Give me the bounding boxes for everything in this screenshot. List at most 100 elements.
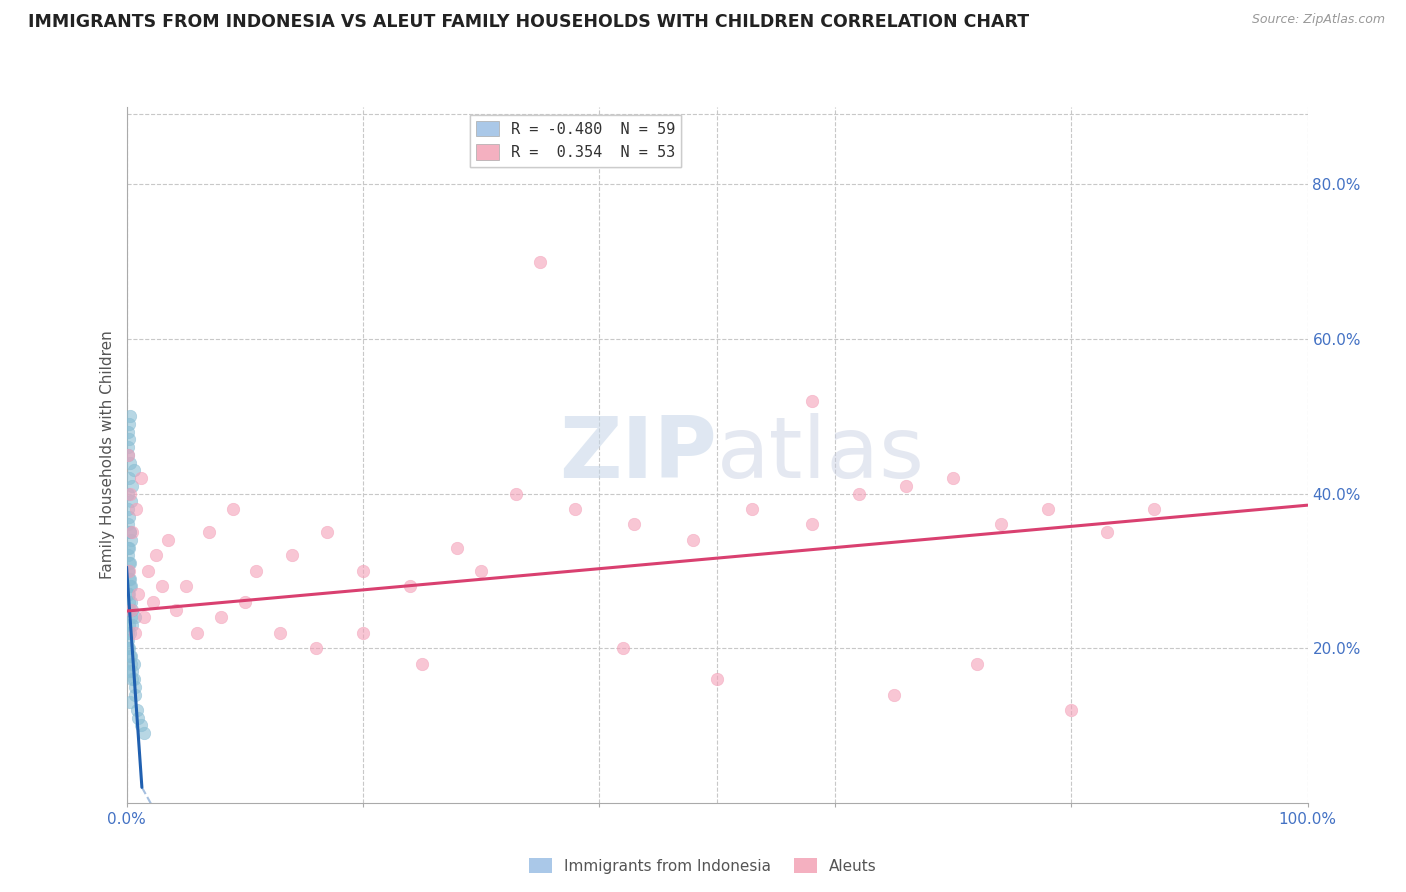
Point <box>118 641 141 656</box>
Point <box>399 579 422 593</box>
Point <box>118 471 141 485</box>
Point <box>118 602 141 616</box>
Point <box>124 688 146 702</box>
Point <box>411 657 433 671</box>
Point <box>623 517 645 532</box>
Point <box>120 409 142 424</box>
Point <box>117 541 139 555</box>
Point <box>1060 703 1083 717</box>
Point <box>1036 502 1059 516</box>
Point <box>304 641 326 656</box>
Point <box>120 533 142 547</box>
Point <box>129 718 152 732</box>
Point <box>120 494 142 508</box>
Text: atlas: atlas <box>717 413 925 497</box>
Point <box>120 486 142 500</box>
Point <box>118 572 141 586</box>
Point <box>120 602 142 616</box>
Point <box>1143 502 1166 516</box>
Point <box>117 502 139 516</box>
Point <box>120 695 142 709</box>
Point <box>612 641 634 656</box>
Point <box>174 579 197 593</box>
Point <box>150 579 173 593</box>
Point <box>121 665 143 679</box>
Legend: R = -0.480  N = 59, R =  0.354  N = 53: R = -0.480 N = 59, R = 0.354 N = 53 <box>470 115 681 167</box>
Text: IMMIGRANTS FROM INDONESIA VS ALEUT FAMILY HOUSEHOLDS WITH CHILDREN CORRELATION C: IMMIGRANTS FROM INDONESIA VS ALEUT FAMIL… <box>28 13 1029 31</box>
Legend: Immigrants from Indonesia, Aleuts: Immigrants from Indonesia, Aleuts <box>523 852 883 880</box>
Point <box>127 587 149 601</box>
Point <box>966 657 988 671</box>
Point <box>800 517 823 532</box>
Point <box>129 471 152 485</box>
Point <box>121 525 143 540</box>
Point <box>127 711 149 725</box>
Point <box>198 525 221 540</box>
Point <box>118 541 141 555</box>
Point <box>281 549 304 563</box>
Point <box>118 509 141 524</box>
Point <box>118 556 141 570</box>
Point <box>125 502 148 516</box>
Point <box>118 587 141 601</box>
Point <box>117 549 139 563</box>
Point <box>122 463 145 477</box>
Point <box>117 448 139 462</box>
Point <box>120 648 142 663</box>
Point <box>117 448 139 462</box>
Point <box>529 254 551 268</box>
Point <box>117 440 139 454</box>
Text: ZIP: ZIP <box>560 413 717 497</box>
Point <box>120 610 142 624</box>
Point <box>120 648 142 663</box>
Point <box>117 625 139 640</box>
Point <box>145 549 167 563</box>
Point <box>118 665 141 679</box>
Point <box>124 680 146 694</box>
Point <box>120 657 142 671</box>
Point <box>245 564 267 578</box>
Point <box>990 517 1012 532</box>
Point <box>120 579 142 593</box>
Point <box>117 641 139 656</box>
Point <box>120 456 142 470</box>
Point <box>706 672 728 686</box>
Point <box>118 595 141 609</box>
Point <box>564 502 586 516</box>
Point <box>800 393 823 408</box>
Point <box>120 625 142 640</box>
Point <box>141 595 163 609</box>
Point <box>117 486 139 500</box>
Point <box>848 486 870 500</box>
Point <box>117 633 139 648</box>
Point <box>186 625 208 640</box>
Point <box>269 625 291 640</box>
Point <box>118 417 141 431</box>
Point <box>117 517 139 532</box>
Point <box>118 433 141 447</box>
Point <box>446 541 468 555</box>
Point <box>134 726 156 740</box>
Point <box>222 502 245 516</box>
Point <box>117 425 139 439</box>
Point <box>122 672 145 686</box>
Point <box>118 618 141 632</box>
Point <box>117 564 139 578</box>
Point <box>209 610 232 624</box>
Point <box>352 625 374 640</box>
Point <box>122 657 145 671</box>
Point <box>165 602 187 616</box>
Point <box>120 579 142 593</box>
Point <box>120 525 142 540</box>
Point <box>156 533 179 547</box>
Point <box>883 688 905 702</box>
Point <box>118 564 141 578</box>
Point <box>1095 525 1118 540</box>
Point <box>352 564 374 578</box>
Point <box>120 572 142 586</box>
Point <box>470 564 492 578</box>
Point <box>117 587 139 601</box>
Y-axis label: Family Households with Children: Family Households with Children <box>100 331 115 579</box>
Text: Source: ZipAtlas.com: Source: ZipAtlas.com <box>1251 13 1385 27</box>
Point <box>316 525 339 540</box>
